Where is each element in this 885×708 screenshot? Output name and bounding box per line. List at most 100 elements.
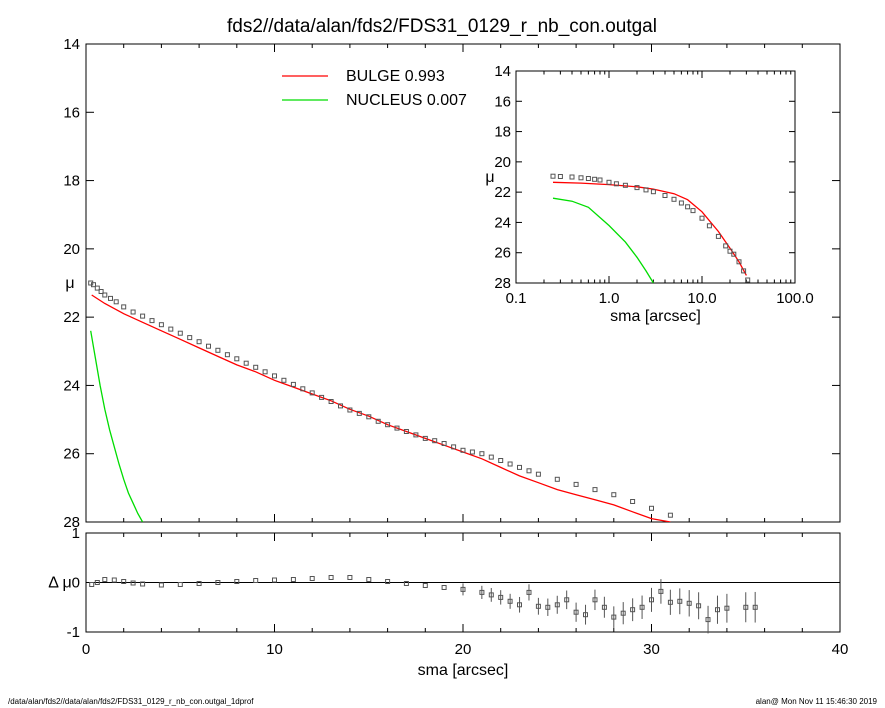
residual-data-point [347, 575, 353, 580]
main-series-nucleus-line [90, 330, 144, 522]
inset-data-point [613, 181, 619, 187]
residual-data-point [215, 580, 221, 585]
residual-data-point [564, 597, 570, 603]
inset-data-point [741, 268, 747, 274]
main-data-point [422, 435, 428, 441]
main-ytick-label: 24 [63, 377, 80, 394]
main-data-point [375, 418, 381, 424]
residual-data-point [658, 588, 664, 594]
main-data-point [187, 335, 193, 341]
main-ytick-label: 16 [63, 104, 80, 121]
main-data-point [432, 438, 438, 444]
inset-data-point [592, 176, 598, 182]
inset-ytick-label: 22 [494, 184, 511, 201]
inset-data-point [569, 174, 575, 180]
main-data-point [309, 390, 315, 396]
inset-data-point [706, 223, 712, 229]
residual-data-point [535, 603, 541, 609]
main-data-point [394, 425, 400, 431]
main-data-point [319, 394, 325, 400]
residual-data-point [649, 597, 654, 603]
residual-data-point [517, 602, 522, 608]
residual-data-point [158, 582, 164, 588]
residual-xlabel: sma [arcsec] [418, 662, 509, 679]
residual-data-point [121, 579, 127, 584]
residual-data-point [366, 577, 372, 582]
residual-data-point [573, 609, 579, 615]
residual-data-point [460, 586, 466, 592]
main-data-point [224, 352, 230, 358]
main-data-point [113, 299, 119, 305]
chart-title: fds2//data/alan/fds2/FDS31_0129_r_nb_con… [227, 16, 657, 37]
main-ytick-label: 20 [63, 241, 80, 258]
main-data-point [347, 407, 353, 413]
residual-data-point [403, 581, 409, 586]
main-ylabel: μ [65, 275, 74, 292]
main-data-point [592, 487, 598, 493]
main-data-point [300, 386, 306, 392]
main-data-point [630, 499, 636, 504]
inset-data-point [634, 185, 640, 191]
residual-data-point [724, 605, 730, 611]
main-data-point [206, 343, 211, 349]
residual-data-point [309, 576, 315, 581]
main-data-point [517, 464, 522, 470]
inset-xtick-label: 0.1 [506, 290, 527, 307]
residual-ylabel: Δ μ [48, 575, 71, 592]
residual-ytick-label: 1 [72, 525, 80, 542]
main-data-point [140, 313, 146, 319]
inset-xlabel: sma [arcsec] [610, 308, 701, 325]
inset-ytick-label: 14 [494, 63, 511, 80]
residual-data-point [498, 594, 504, 600]
main-data-point [366, 414, 372, 420]
main-data-point [479, 451, 485, 457]
main-data-point [158, 322, 164, 328]
residual-data-point [630, 607, 636, 613]
residual-data-point [130, 580, 136, 586]
main-data-point [469, 449, 475, 455]
residual-data-point [140, 581, 146, 587]
inset-ylabel: μ [485, 169, 494, 186]
inset-data-point [597, 177, 603, 183]
main-data-point [554, 476, 560, 482]
residual-data-point [667, 599, 673, 605]
main-data-point [281, 377, 287, 383]
main-data-point [451, 444, 457, 450]
inset-ytick-label: 20 [494, 154, 511, 171]
main-data-point [667, 512, 673, 518]
residual-data-point [743, 604, 749, 610]
main-data-point [94, 285, 100, 291]
main-data-point [243, 360, 249, 366]
residual-data-point [583, 612, 588, 618]
main-data-point [91, 282, 96, 288]
main-data-point [177, 330, 183, 336]
residual-ytick-label: 0 [72, 575, 80, 592]
residual-data-point [385, 579, 391, 584]
main-data-point [234, 356, 240, 362]
footer-timestamp: alan@ Mon Nov 11 15:46:30 2019 [755, 697, 877, 706]
residual-data-point [686, 600, 692, 606]
inset-data-point [690, 208, 696, 214]
main-data-point [108, 295, 113, 301]
residual-data-point [620, 610, 626, 616]
residual-data-point [601, 604, 607, 610]
residual-data-point [111, 577, 117, 583]
residual-data-point [253, 578, 259, 583]
main-data-point [196, 339, 202, 345]
residual-data-point [526, 589, 532, 595]
main-data-point [498, 458, 504, 463]
inset-xtick-label: 1.0 [599, 290, 620, 307]
inset-plot-frame [515, 70, 796, 284]
residual-data-point [441, 585, 447, 590]
inset-background [516, 71, 795, 283]
inset-series-nucleus-line [552, 197, 654, 283]
residual-data-point [592, 597, 598, 603]
main-data-point [535, 471, 541, 477]
main-ytick-label: 22 [63, 309, 80, 326]
main-data-point [130, 309, 136, 315]
main-data-point [253, 364, 259, 370]
main-data-point [290, 381, 296, 387]
main-data-point [272, 373, 277, 379]
main-data-point [413, 432, 419, 438]
